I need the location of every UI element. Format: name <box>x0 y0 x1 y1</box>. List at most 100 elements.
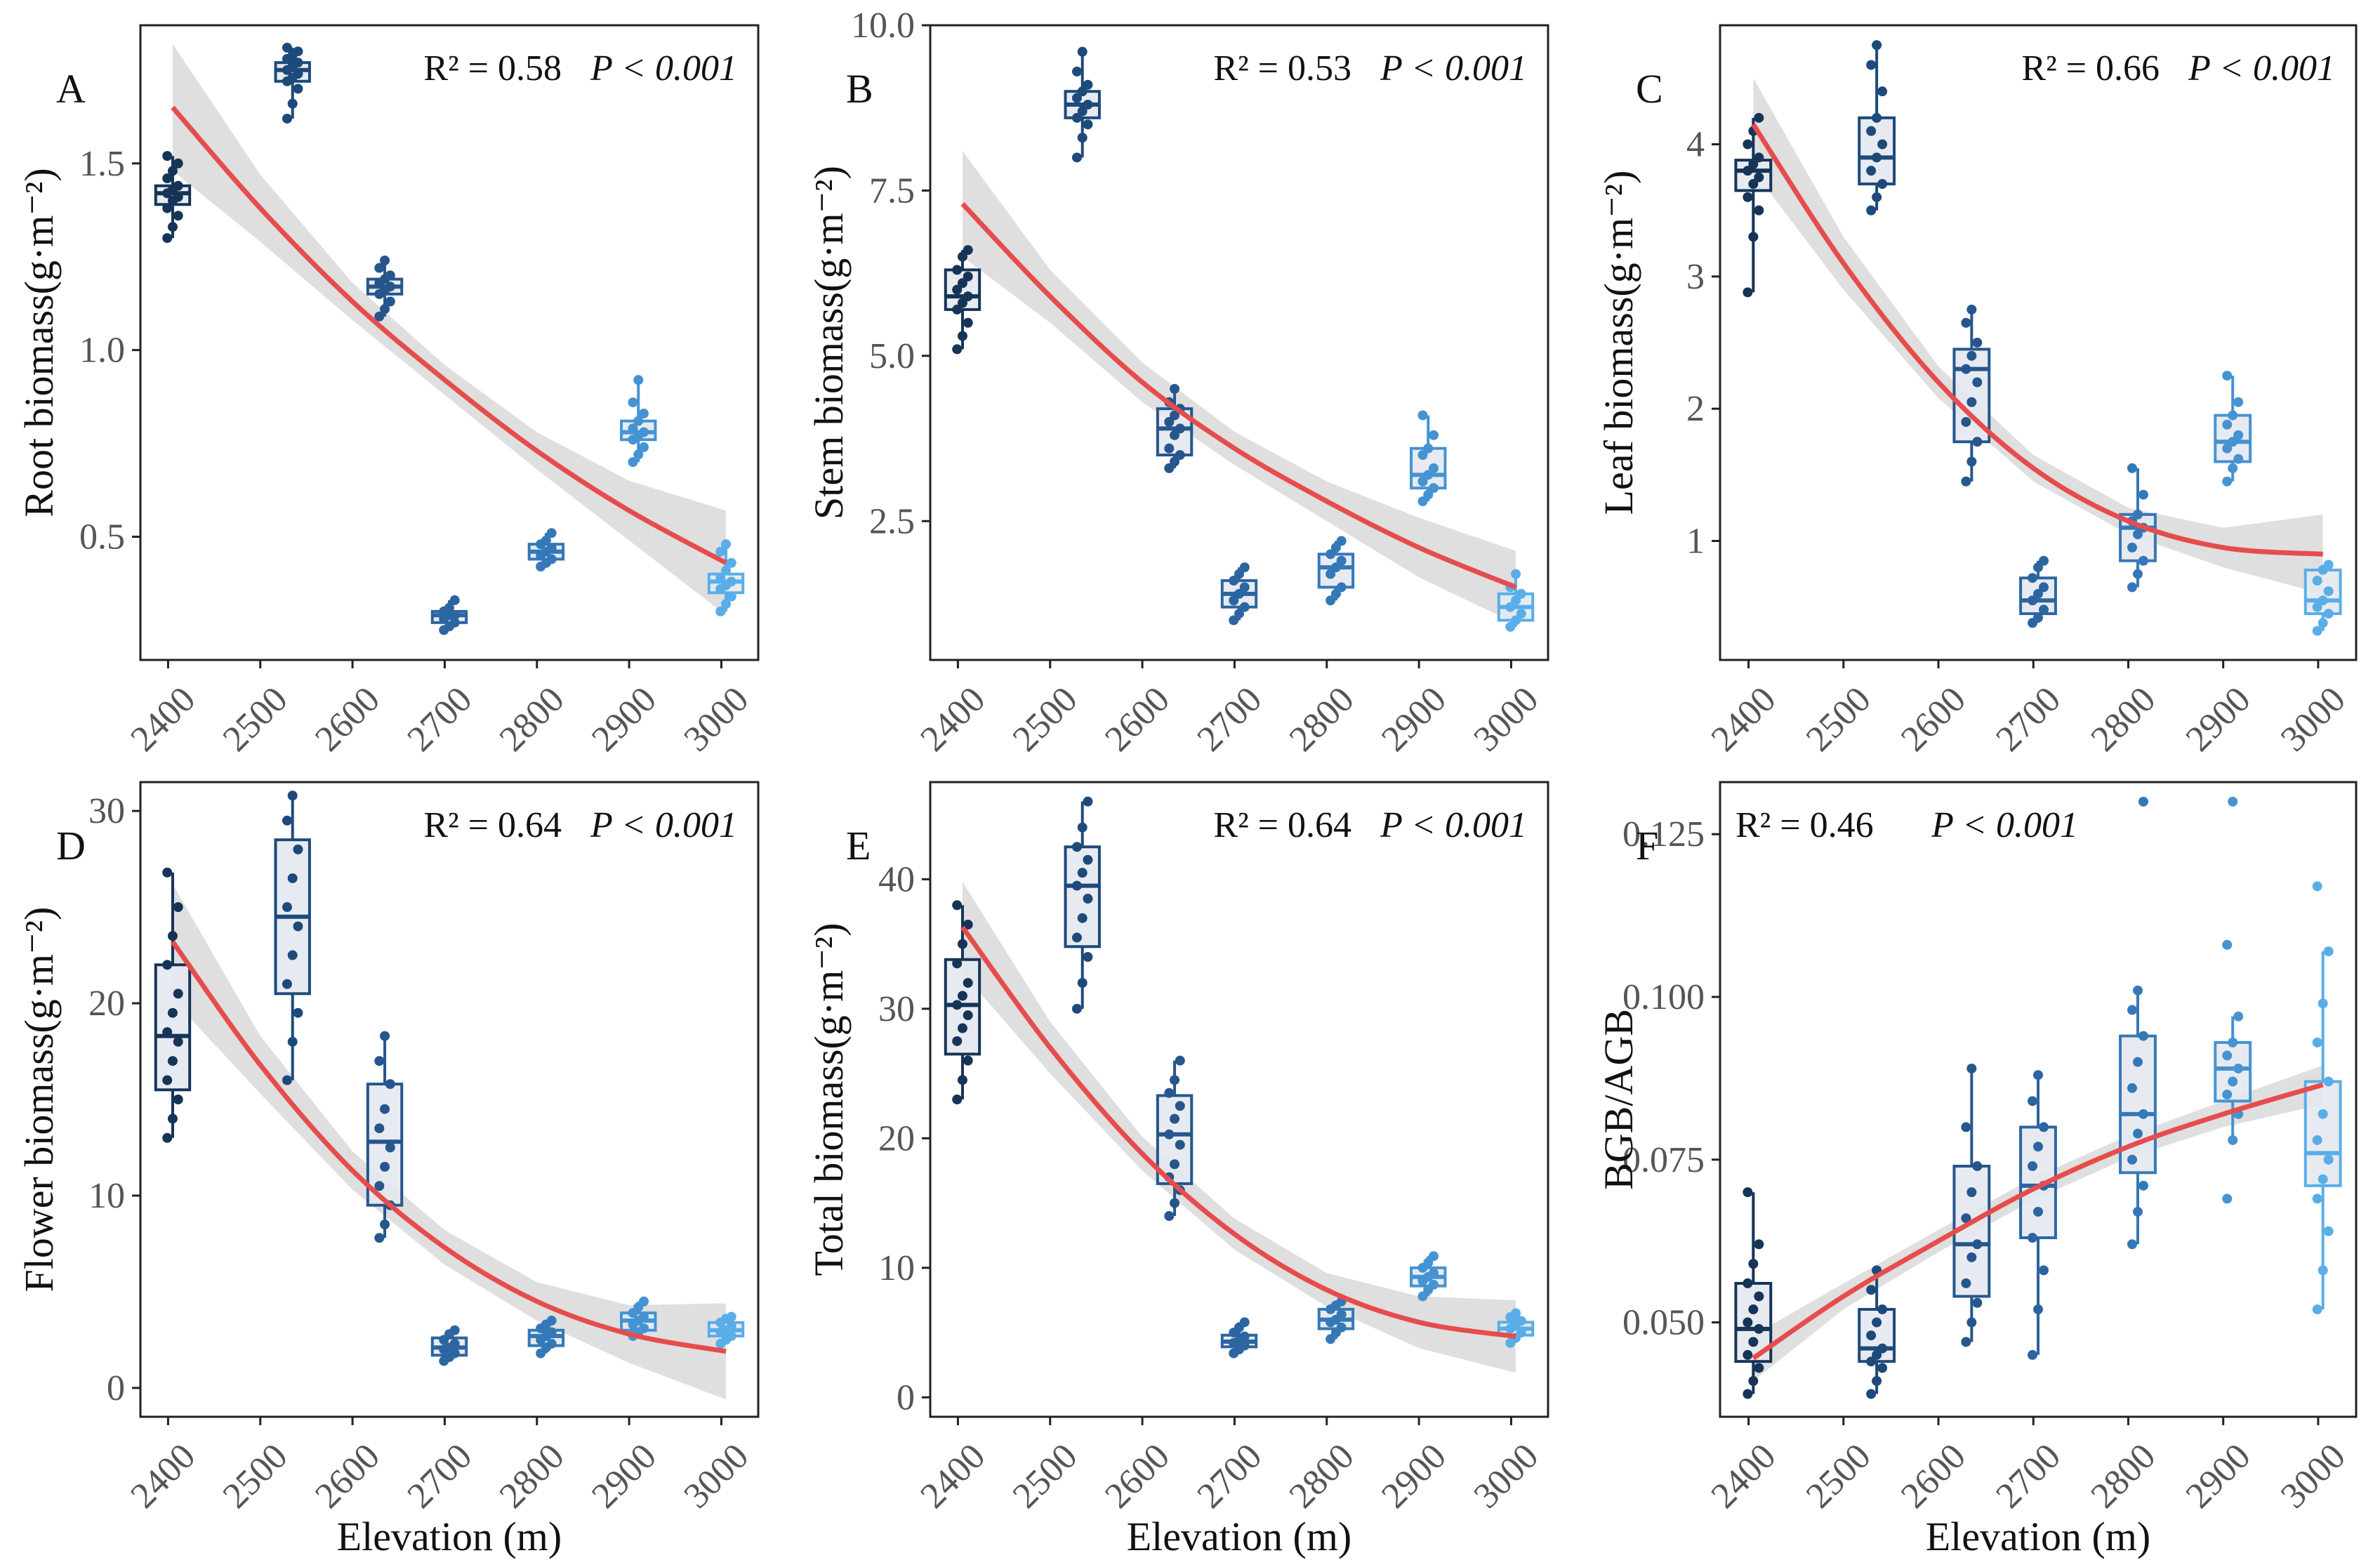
data-point <box>293 69 303 79</box>
data-point <box>282 1075 292 1085</box>
panel-b: 2.5 5.0 7.5 10.0 2400 2500 2600 2700 2800 2900 300… <box>806 6 1549 760</box>
x-tick-label: 3000 <box>2273 680 2353 760</box>
data-point <box>2318 1109 2328 1119</box>
data-point <box>1428 430 1439 440</box>
data-point <box>1966 1187 1977 1198</box>
box-d-3 <box>430 1325 468 1366</box>
data-point <box>1872 152 1882 163</box>
data-point <box>287 791 298 801</box>
data-point <box>282 42 292 53</box>
data-point <box>2228 463 2238 473</box>
data-point <box>1423 489 1434 500</box>
data-point <box>1511 615 1521 626</box>
data-point <box>1083 100 1093 110</box>
data-point <box>1164 417 1175 427</box>
data-point <box>1071 66 1082 77</box>
box-body <box>154 963 192 1092</box>
data-point <box>167 166 178 176</box>
data-point <box>963 317 973 328</box>
data-point <box>1872 1376 1882 1387</box>
data-point <box>1417 410 1428 421</box>
data-point <box>162 173 173 184</box>
data-point <box>380 1031 390 1041</box>
data-point <box>1428 1268 1439 1278</box>
panel-c: 1 2 3 4 2400 2500 2600 2700 2800 2900 3000 Leaf bio… <box>1596 24 2358 760</box>
data-point <box>1077 868 1087 878</box>
data-point <box>162 151 173 161</box>
data-point <box>638 1311 649 1322</box>
data-point <box>957 1023 967 1033</box>
data-point <box>1336 536 1347 546</box>
y-tick-label: 0.050 <box>1622 1303 1705 1343</box>
box-f-1 <box>1858 1265 1896 1399</box>
x-tick-label: 2900 <box>584 1436 664 1516</box>
data-point <box>1877 86 1888 97</box>
data-point <box>282 902 292 913</box>
data-point <box>1175 1139 1185 1150</box>
box-a-4 <box>527 528 565 572</box>
x-tick-label: 2400 <box>1704 1436 1784 1516</box>
data-point <box>715 573 726 583</box>
data-point <box>2228 1076 2238 1087</box>
data-point <box>162 960 173 970</box>
data-point <box>2127 1005 2138 1015</box>
data-point <box>628 457 638 468</box>
y-tick-label: 10 <box>878 1248 915 1288</box>
data-point <box>726 1311 736 1322</box>
data-point <box>1754 152 1764 163</box>
data-point <box>2312 1194 2322 1204</box>
data-point <box>952 304 963 315</box>
data-point <box>1077 977 1087 988</box>
data-point <box>1175 1101 1185 1111</box>
data-point <box>1966 1063 1977 1073</box>
data-point <box>546 1327 557 1337</box>
data-point <box>2028 1096 2038 1106</box>
data-point <box>1417 476 1428 487</box>
data-point <box>1872 112 1882 123</box>
data-point <box>957 331 967 341</box>
data-point <box>2222 476 2233 487</box>
data-point <box>449 1325 460 1335</box>
data-point <box>1743 1317 1753 1328</box>
data-point <box>385 1079 395 1090</box>
data-point <box>449 617 460 628</box>
data-point <box>952 958 963 969</box>
data-point <box>1164 1129 1175 1139</box>
data-point <box>2312 1304 2322 1315</box>
data-point <box>1966 350 1977 361</box>
x-tick-label: 2700 <box>1988 680 2068 760</box>
y-axis-title: Total biomass(g·m⁻²) <box>806 923 852 1276</box>
data-point <box>1748 159 1759 169</box>
data-point <box>1170 430 1180 440</box>
data-point <box>1743 1389 1753 1399</box>
data-point <box>2132 985 2143 996</box>
data-point <box>2127 1239 2138 1250</box>
data-point <box>1748 1376 1759 1387</box>
data-point <box>1754 205 1764 216</box>
data-point <box>963 291 973 302</box>
data-point <box>1754 1239 1764 1250</box>
box-body <box>1064 845 1101 948</box>
p-value: P < 0.001 <box>590 805 737 845</box>
data-point <box>726 1321 736 1332</box>
box-d-5 <box>620 1296 657 1341</box>
data-point <box>1423 1257 1434 1268</box>
box-f-4 <box>2119 796 2157 1250</box>
data-point <box>2323 1076 2334 1087</box>
data-point <box>380 1104 390 1114</box>
data-point <box>1428 463 1439 473</box>
box-body <box>1410 447 1447 490</box>
data-point <box>167 1113 178 1124</box>
data-point <box>2233 1063 2244 1073</box>
data-point <box>1866 1356 1877 1367</box>
data-point <box>1170 1113 1180 1124</box>
data-point <box>628 423 638 434</box>
x-tick-label: 2700 <box>1190 680 1270 760</box>
x-tick-label: 2900 <box>1374 1436 1454 1516</box>
data-point <box>1423 470 1434 480</box>
y-tick-label: 0 <box>107 1368 125 1408</box>
x-tick-label: 2700 <box>400 680 480 760</box>
y-tick-label: 0.075 <box>1622 1140 1705 1180</box>
data-point <box>2228 437 2238 447</box>
box-c-4 <box>2119 463 2157 593</box>
